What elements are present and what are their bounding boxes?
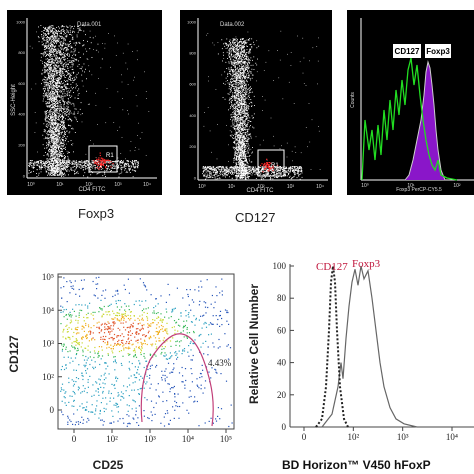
panel-a-y-ticks: 0 200 400 600 800 1000 [16,19,26,178]
a-yticks-label: 200 [18,143,25,148]
panel-c-legend-foxp3-box [425,44,451,58]
e-yticks-label: 40 [277,358,287,368]
e-xticks-label: 10³ [397,432,409,442]
panel-e-y-axis-label: Relative Cell Number [247,284,261,404]
panel-e-cd127-histogram [315,265,349,428]
a-xticks-label: 10³ [114,182,122,188]
d-xticks-label: 0 [72,434,77,444]
panel-b-caption: CD127 [235,210,276,225]
a-xticks-label: 10² [85,182,93,188]
panel-c-legend-cd127-box [393,44,421,58]
a-xticks-label: 10⁰ [27,182,35,188]
panel-a-file-label: Data.001 [77,22,102,28]
a-yticks-label: 0 [23,173,26,178]
b-yticks-label: 1000 [187,19,197,24]
panel-c-legend-foxp3: Foxp3 [426,47,450,56]
d-xticks-label: 10² [106,434,118,444]
panel-e-legend-cd127: CD127 [316,261,348,273]
panel-a-x-axis-label: CD4 FITC [79,187,107,193]
d-yticks-label: 10² [42,372,54,382]
b-xticks-label: 10³ [287,184,295,190]
panel-a-caption: Foxp3 [78,206,115,221]
panel-d-density-plot: CD127 4.43% 0 10² 10³ 10⁴ 10⁵ 0 10² 10³ 10⁴ 10⁵ … [0,262,242,474]
b-xticks-label: 10¹ [228,184,236,190]
d-xticks-label: 10³ [144,434,156,444]
a-yticks-label: 1000 [16,19,26,24]
d-xticks-label: 10⁵ [220,434,232,444]
panel-b-scatter: Data.002 CD4 FITC 10⁰ 10¹ 10² 10³ 10⁴ 0 200 40… [180,10,332,195]
panel-c-histogram: Counts Foxp3 PerCP-CY5.5 10⁰ 10¹ 10² CD127… [347,10,474,195]
panel-a-gate-label: R1 [106,153,114,159]
panel-d-x-axis-label: CD25 [93,458,124,472]
b-yticks-label: 600 [189,82,196,87]
c-xticks-label: 10¹ [407,183,415,189]
panel-d-cell-density [60,276,233,428]
a-xticks-label: 10⁴ [143,182,151,188]
d-xticks-label: 10⁴ [182,434,194,444]
panel-e-x-axis-label: BD Horizon™ V450 hFoxP [282,458,431,472]
panel-b-y-ticks: 0 200 400 600 800 1000 [187,19,197,180]
e-yticks-label: 80 [277,293,287,303]
panel-c-x-ticks: 10⁰ 10¹ 10² [361,183,461,189]
panel-b-gate-r1 [257,149,285,177]
panel-b-gated-cells [259,158,279,173]
panel-b-gate-label: R1 [271,163,279,169]
e-xticks-label: 0 [302,432,307,442]
d-yticks-label: 10⁴ [42,305,54,315]
panel-d-y-ticks: 0 10² 10³ 10⁴ 10⁵ [42,272,62,415]
a-yticks-label: 400 [18,112,25,117]
panel-a-y-axis-label: SSC-Height [11,84,17,116]
d-yticks-label: 10⁵ [42,272,54,282]
panel-e-y-ticks: 0 20 40 60 80 100 [273,261,294,432]
b-yticks-label: 800 [189,51,196,56]
a-yticks-label: 800 [18,50,25,55]
b-xticks-label: 10² [257,184,265,190]
panel-e-foxp3-histogram [321,265,418,428]
b-yticks-label: 400 [189,113,196,118]
e-yticks-label: 20 [277,390,287,400]
panel-c-y-axis-label: Counts [350,92,356,108]
panel-a-cell-cloud [28,25,150,178]
panel-d-plot-frame [57,273,235,430]
panel-a-scatter: Data.001 SSC-Height CD4 FITC 10⁰ 10¹ 10² 10… [7,10,162,195]
panel-c-foxp3-outline [404,60,446,181]
panel-a-gated-cells [93,152,114,170]
panel-b-x-ticks: 10⁰ 10¹ 10² 10³ 10⁴ [198,184,324,190]
c-xticks-label: 10⁰ [361,183,369,189]
d-yticks-label: 10³ [42,339,54,349]
a-xticks-label: 10¹ [56,182,64,188]
panel-d-y-axis-label: CD127 [7,335,21,373]
panel-d-x-ticks: 0 10² 10³ 10⁴ 10⁵ [72,429,232,444]
e-yticks-label: 60 [277,325,287,335]
e-xticks-label: 10⁴ [446,432,458,442]
panel-b-file-label: Data.002 [220,22,245,28]
b-xticks-label: 10⁰ [198,184,206,190]
panel-e-legend-foxp3: Foxp3 [352,258,381,270]
panel-d-treg-gate [140,333,214,427]
panel-e-x-ticks: 0 10² 10³ 10⁴ [302,427,458,442]
e-yticks-label: 0 [282,422,287,432]
d-yticks-label: 0 [50,405,55,415]
c-xticks-label: 10² [453,183,461,189]
panel-b-cell-cloud [202,30,321,180]
panel-a-x-ticks: 10⁰ 10¹ 10² 10³ 10⁴ [27,182,151,188]
b-yticks-label: 0 [194,175,197,180]
b-yticks-label: 200 [189,144,196,149]
panel-d-gate-percent: 4.43% [208,358,232,368]
panel-c-x-axis-label: Foxp3 PerCP-CY5.5 [396,187,442,193]
e-yticks-label: 100 [273,261,287,271]
e-xticks-label: 10² [347,432,359,442]
panel-c-cd127-histogram [361,57,458,181]
panel-b-x-axis-label: CD4 FITC [247,188,275,194]
panel-c-legend-cd127: CD127 [395,47,420,56]
a-yticks-label: 600 [18,81,25,86]
panel-e-histogram: Relative Cell Number 0 10² 10³ 10⁴ 0 20 40 60 8… [242,252,474,474]
panel-a-gate-r1 [88,145,118,173]
b-xticks-label: 10⁴ [316,184,324,190]
